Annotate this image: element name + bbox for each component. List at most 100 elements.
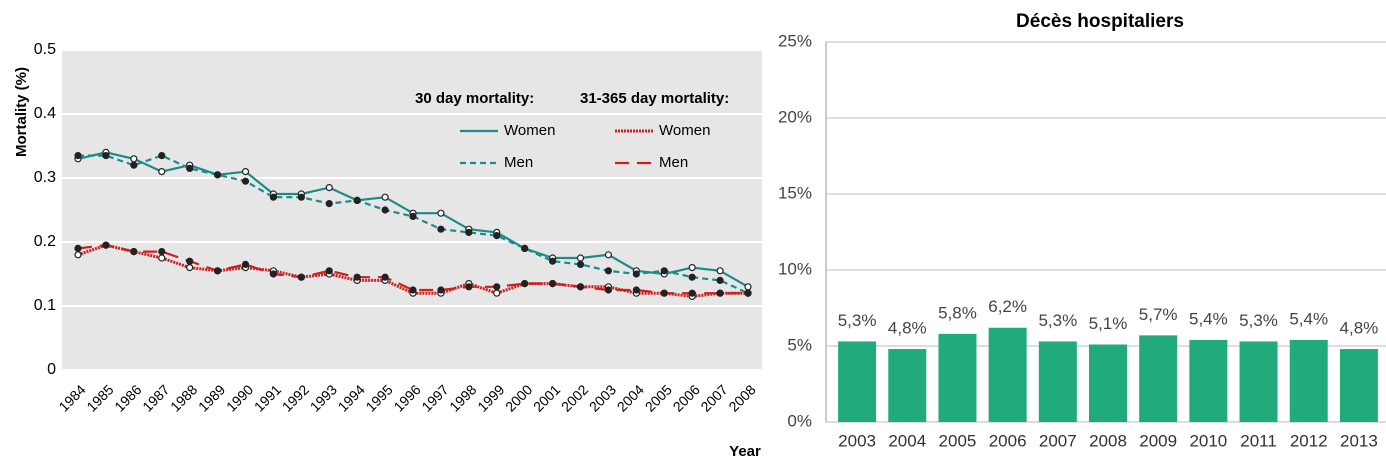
point	[465, 228, 473, 236]
bar	[1038, 341, 1077, 422]
point	[241, 177, 250, 185]
point	[493, 232, 501, 240]
point	[158, 152, 166, 160]
point	[381, 206, 389, 214]
legend-label: Men	[504, 154, 533, 171]
bar	[1139, 335, 1178, 422]
bar	[1089, 344, 1127, 422]
point	[269, 270, 278, 278]
point	[353, 273, 361, 281]
value-label: 5,3%	[1239, 311, 1278, 330]
bar	[988, 327, 1027, 422]
y-tick-label: 20%	[778, 107, 812, 126]
point	[604, 286, 613, 294]
point	[632, 286, 640, 294]
point	[213, 267, 222, 275]
value-label: 4,8%	[1340, 319, 1379, 338]
point	[381, 193, 389, 201]
point	[521, 244, 529, 252]
point	[74, 244, 82, 252]
x-tick-label: 1995	[362, 381, 395, 414]
x-tick-label: 2001	[530, 381, 563, 414]
point	[74, 152, 82, 160]
x-tick-label: 1987	[139, 381, 172, 414]
point	[130, 248, 138, 256]
point	[158, 248, 166, 256]
x-tick-label: 1992	[279, 381, 312, 414]
point	[130, 161, 138, 169]
y-tick-label: 5%	[787, 335, 812, 354]
bar	[838, 341, 877, 422]
point	[437, 209, 445, 217]
point	[158, 254, 166, 262]
x-tick-label: 2008	[725, 381, 758, 414]
point	[409, 212, 417, 220]
point	[186, 164, 194, 172]
point	[688, 289, 696, 297]
y-tick-label: 0	[47, 361, 56, 378]
point	[493, 283, 501, 291]
point	[688, 273, 696, 281]
x-tick-label: 1986	[111, 381, 144, 414]
value-label: 5,1%	[1089, 314, 1128, 333]
point	[269, 193, 278, 201]
point	[186, 257, 194, 265]
x-tick-label: 1984	[55, 381, 88, 414]
point	[465, 283, 473, 291]
y-tick-label: 25%	[778, 31, 812, 50]
x-tick-label: 1985	[83, 381, 116, 414]
point	[604, 251, 613, 259]
x-tick-label: 2009	[1139, 431, 1177, 450]
y-tick-label: 0.2	[34, 233, 56, 250]
bar	[1189, 339, 1228, 422]
legend-title: 30 day mortality:	[415, 90, 534, 107]
x-tick-label: 1996	[390, 381, 423, 414]
x-tick-label: 1997	[418, 381, 451, 414]
bar	[938, 333, 977, 422]
x-tick-label: 2002	[558, 381, 591, 414]
point	[102, 152, 110, 160]
point	[186, 264, 194, 272]
x-tick-label: 2008	[1089, 431, 1127, 450]
point	[381, 273, 389, 281]
y-tick-label: 0.4	[34, 105, 56, 122]
value-label: 6,2%	[988, 297, 1027, 316]
x-tick-label: 2005	[642, 381, 675, 414]
value-label: 5,4%	[1189, 309, 1228, 328]
point	[241, 260, 250, 268]
point	[716, 289, 724, 297]
bar	[888, 349, 927, 422]
x-tick-label: 2000	[502, 381, 535, 414]
y-tick-label: 15%	[778, 183, 812, 202]
x-tick-label: 1998	[446, 381, 479, 414]
x-tick-label: 2012	[1290, 431, 1328, 450]
x-tick-label: 2007	[697, 381, 730, 414]
legend-label: Women	[504, 122, 555, 139]
bar	[1239, 341, 1278, 422]
legend-label: Women	[659, 122, 710, 139]
point	[325, 184, 333, 192]
x-tick-label: 2003	[838, 431, 876, 450]
x-tick-label: 2004	[614, 381, 647, 414]
point	[437, 225, 445, 233]
y-tick-label: 0.3	[34, 169, 56, 186]
x-tick-label: 1993	[307, 381, 340, 414]
legend-label: Men	[659, 154, 688, 171]
x-tick-label: 1988	[167, 381, 200, 414]
x-tick-label: 2006	[989, 431, 1027, 450]
point	[158, 168, 166, 176]
point	[325, 200, 333, 208]
x-tick-label: 1994	[335, 381, 368, 414]
x-tick-label: 2013	[1340, 431, 1378, 450]
point	[548, 280, 557, 288]
y-tick-label: 0.1	[34, 297, 56, 314]
point	[74, 251, 82, 259]
point	[744, 289, 752, 297]
value-label: 5,8%	[938, 303, 977, 322]
point	[632, 270, 640, 278]
point	[576, 254, 585, 262]
y-axis-label: Mortality (%)	[13, 67, 30, 157]
point	[548, 257, 557, 265]
point	[437, 286, 445, 294]
